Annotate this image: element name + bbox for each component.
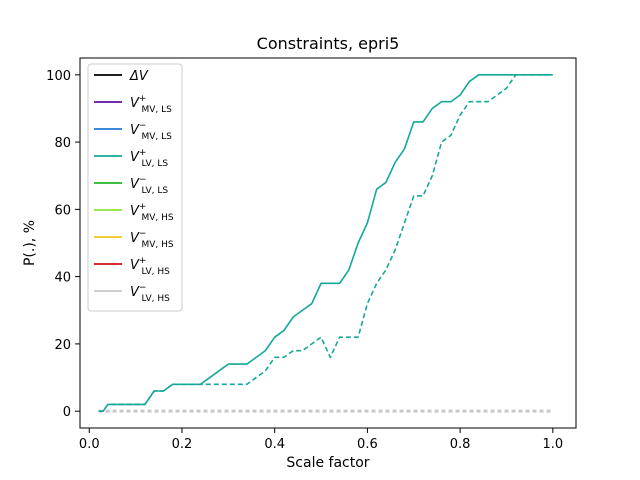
y-tick-label: 40 bbox=[54, 271, 71, 286]
x-axis: 0.0 0.2 0.4 0.6 0.8 1.0 bbox=[79, 428, 563, 452]
y-axis-label: P(.), % bbox=[22, 220, 38, 266]
x-tick-label: 0.6 bbox=[357, 437, 378, 452]
legend: ΔV V+ MV, LS V− MV, LS V+ LV, LS V− LV, LS V+ MV, … bbox=[87, 63, 183, 312]
legend-label: V+ MV, HS bbox=[130, 202, 174, 223]
legend-label: V+ LV, HS bbox=[130, 256, 170, 277]
legend-label: V− LV, HS bbox=[130, 283, 170, 304]
series-line bbox=[98, 74, 553, 412]
x-tick-label: 1.0 bbox=[542, 437, 563, 452]
x-axis-label: Scale factor bbox=[286, 455, 369, 471]
y-tick-label: 60 bbox=[54, 203, 71, 218]
chart-title: Constraints, epri5 bbox=[257, 34, 400, 53]
x-tick-label: 0.8 bbox=[450, 437, 471, 452]
legend-label: V+ LV, LS bbox=[130, 148, 168, 169]
y-tick-label: 100 bbox=[46, 69, 71, 84]
y-tick-label: 80 bbox=[54, 136, 71, 151]
x-tick-label: 0.2 bbox=[172, 437, 193, 452]
legend-label: V− MV, LS bbox=[130, 121, 172, 142]
legend-label: V+ MV, LS bbox=[130, 94, 172, 115]
legend-box bbox=[87, 63, 183, 312]
x-tick-label: 0.4 bbox=[264, 437, 285, 452]
legend-label: V− MV, HS bbox=[130, 229, 174, 250]
legend-label: ΔV bbox=[129, 69, 149, 84]
x-tick-label: 0.0 bbox=[79, 437, 100, 452]
plot-frame bbox=[79, 57, 577, 429]
series-layer bbox=[98, 74, 553, 413]
y-tick-label: 0 bbox=[63, 405, 71, 420]
y-axis: 0 20 40 60 80 100 bbox=[46, 69, 80, 420]
y-tick-label: 20 bbox=[54, 338, 71, 353]
legend-label: V− LV, LS bbox=[130, 175, 168, 196]
